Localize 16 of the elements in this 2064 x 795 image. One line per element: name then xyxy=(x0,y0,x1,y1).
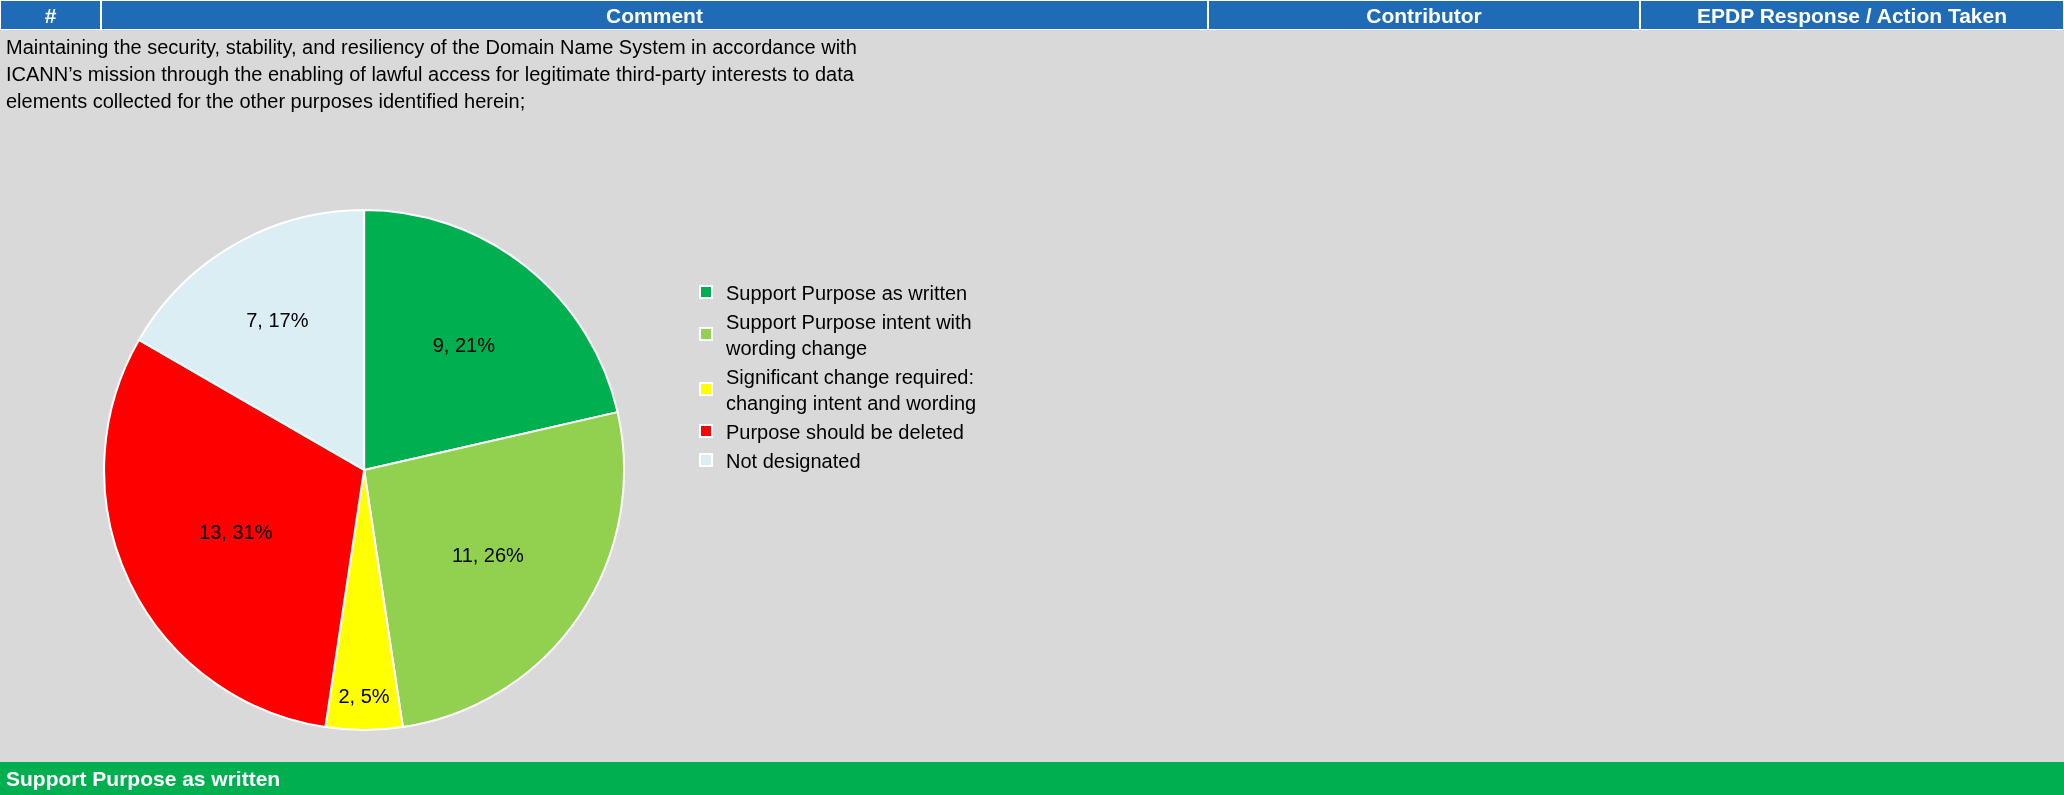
data-label: 13, 31% xyxy=(199,520,273,543)
legend-label: Significant change required: changing intent and wording xyxy=(726,365,977,414)
data-label: 11, 26% xyxy=(452,543,525,566)
legend-label: Support Purpose as written xyxy=(726,281,968,304)
legend-label: Not designated xyxy=(726,449,861,472)
chart-title: Maintaining the security, stability, and resiliency of the Domain Name System in accordance with ICANN’s mission through the enabling of lawful access for legitimate third-party interests to data elements collected for the other purposes identified herein; xyxy=(6,35,858,114)
data-label: 2, 5% xyxy=(338,685,390,708)
legend-label: Support Purpose intent with wording change xyxy=(725,310,972,359)
text: # xyxy=(0,0,101,30)
text: EPDP Response / Action Taken xyxy=(1640,0,2064,30)
data-label: 7, 17% xyxy=(246,308,309,331)
text: Contributor xyxy=(1208,0,1640,30)
data-label: 9, 21% xyxy=(432,333,496,356)
text: Support Purpose as written xyxy=(0,762,2064,795)
legend-label: Purpose should be deleted xyxy=(726,420,964,443)
text: Comment xyxy=(101,0,1208,30)
